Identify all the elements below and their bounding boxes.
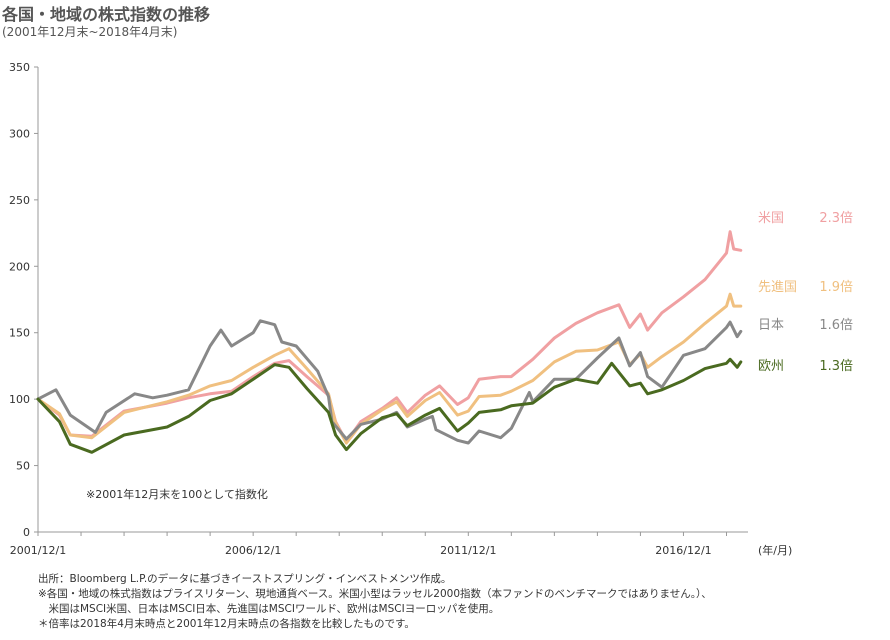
y-tick-label: 150 [9, 327, 30, 340]
y-tick-label: 300 [9, 127, 30, 140]
x-tick-label: 2006/12/1 [225, 544, 281, 557]
footnotes: 出所：Bloomberg L.P.のデータに基づきイーストスプリング・インベスト… [38, 572, 712, 632]
x-axis-unit: (年/月) [758, 543, 792, 557]
chart-annotation: ※2001年12月末を100として指数化 [86, 487, 268, 501]
x-tick-label: 2001/12/1 [10, 544, 66, 557]
chart-title: 各国・地域の株式指数の推移 [2, 5, 211, 24]
y-tick-label: 200 [9, 260, 30, 273]
footnote-line: 米国はMSCI米国、日本はMSCI日本、先進国はMSCIワールド、欧州はMSCI… [38, 603, 500, 615]
series-label-ratio: 2.3倍 [819, 211, 853, 226]
y-tick-label: 0 [23, 526, 30, 539]
series-label-ratio: 1.9倍 [819, 280, 853, 295]
series-lines [36, 230, 743, 454]
x-tick-label: 2011/12/1 [440, 544, 496, 557]
axes: 0 50 100 150 200 250 300 350 2001/12/1 2006/12/1 2… [9, 61, 792, 557]
series-label-name: 欧州 [758, 359, 784, 374]
series-label-name: 日本 [758, 318, 784, 333]
chart-subtitle: (2001年12月末~2018年4月末) [2, 25, 178, 39]
footnote-line: ※各国・地域の株式指数はプライスリターン、現地通貨ベース。米国小型はラッセル20… [38, 588, 712, 600]
series-label-ratio: 1.3倍 [819, 359, 853, 374]
x-tick-label: 2016/12/1 [655, 544, 711, 557]
series-label-name: 米国 [758, 211, 784, 226]
series-line-0 [36, 230, 743, 444]
y-tick-label: 250 [9, 194, 30, 207]
y-tick-label: 350 [9, 61, 30, 74]
y-tick-label: 50 [16, 460, 30, 473]
series-line-2 [36, 319, 743, 445]
footnote-line: 出所：Bloomberg L.P.のデータに基づきイーストスプリング・インベスト… [38, 573, 452, 585]
footnote-line: ＊倍率は2018年4月末時点と2001年12月末時点の各指数を比較したものです。 [38, 618, 415, 630]
series-line-3 [36, 357, 743, 454]
y-tick-label: 100 [9, 393, 30, 406]
line-chart: 0 50 100 150 200 250 300 350 2001/12/1 2006/12/1 2… [9, 61, 853, 557]
series-label-ratio: 1.6倍 [819, 318, 853, 333]
series-line-1 [36, 292, 743, 445]
series-label-name: 先進国 [758, 280, 797, 295]
